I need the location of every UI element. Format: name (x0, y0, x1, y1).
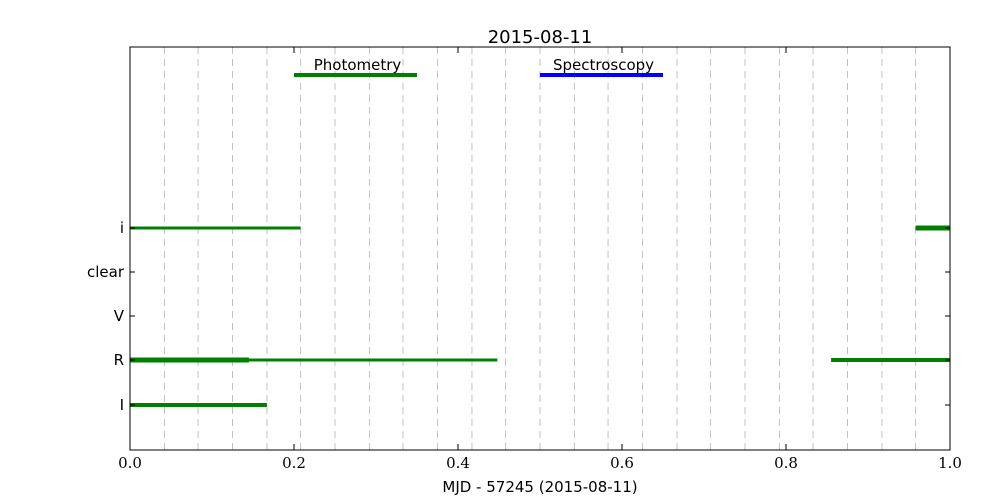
category-label: I (120, 396, 124, 414)
x-axis-label: MJD - 57245 (2015-08-11) (442, 478, 637, 496)
category-label: V (114, 307, 125, 325)
x-tick-label: 1.0 (938, 454, 962, 472)
x-tick-label: 0.4 (446, 454, 470, 472)
tick-layer: 0.0 0.2 0.4 0.6 0.8 1.0 (118, 47, 962, 472)
segment-layer (130, 225, 950, 407)
x-tick-label: 0.0 (118, 454, 142, 472)
plot-frame (129, 46, 951, 451)
category-label: clear (87, 263, 125, 281)
x-tick-label: 0.8 (774, 454, 798, 472)
annotation-layer: Photometry Spectroscopy (294, 56, 663, 77)
category-label: i (120, 219, 124, 237)
annotation-label: Spectroscopy (553, 56, 654, 74)
x-tick-label: 0.6 (610, 454, 634, 472)
category-label-layer: i clear V R I (87, 219, 950, 414)
chart-title: 2015-08-11 (488, 27, 593, 48)
category-label: R (114, 351, 124, 369)
x-tick-label: 0.2 (282, 454, 306, 472)
grid-layer (163, 47, 917, 450)
annotation-label: Photometry (314, 56, 402, 74)
